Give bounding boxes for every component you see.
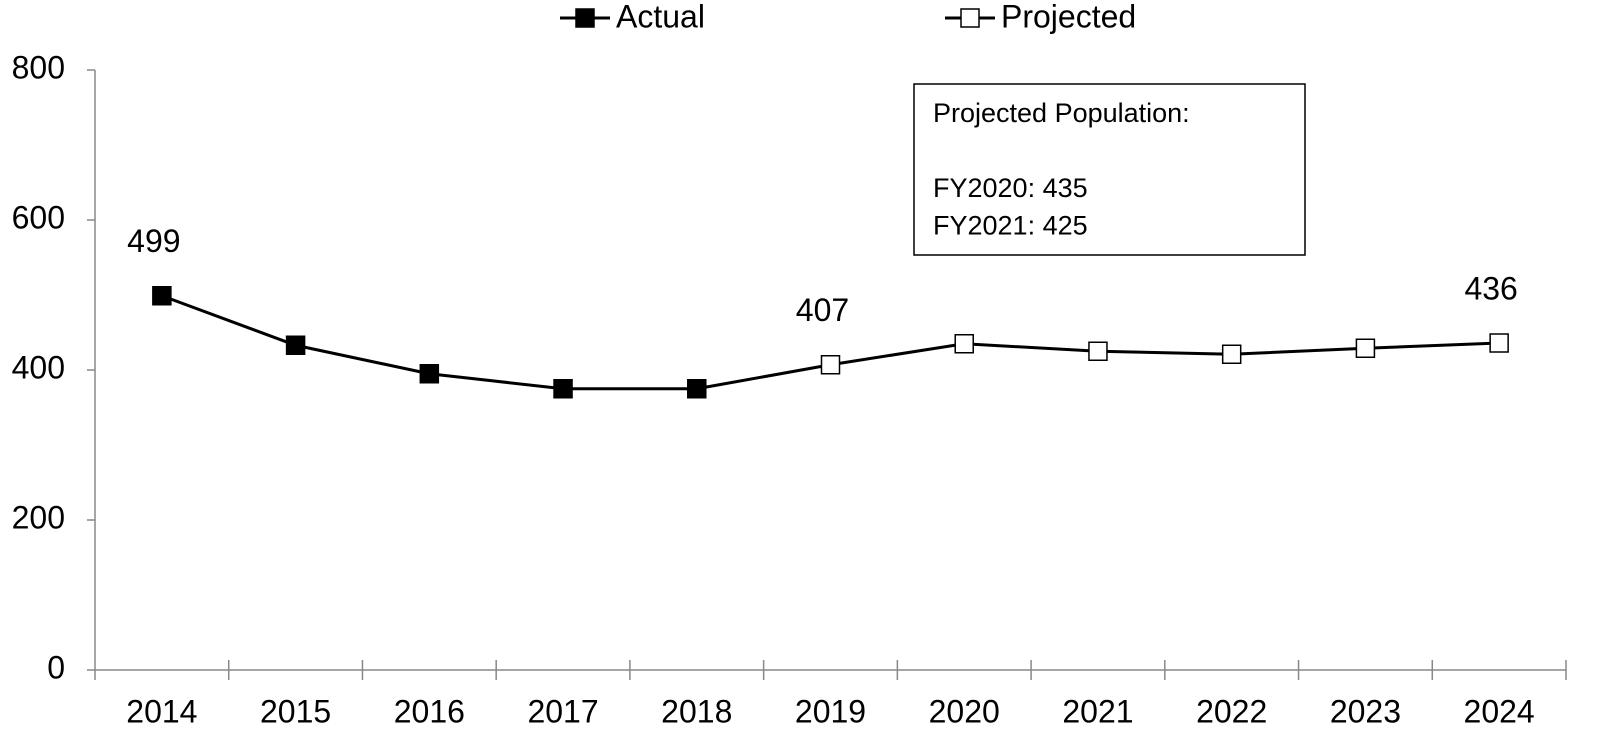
y-tick-label: 0: [47, 649, 65, 685]
x-tick-label: 2021: [1062, 693, 1133, 729]
x-tick-label: 2024: [1464, 693, 1535, 729]
marker: [285, 335, 306, 355]
legend-label: Projected: [1001, 0, 1136, 34]
legend-marker: [575, 8, 595, 28]
marker: [820, 355, 841, 375]
x-tick-label: 2020: [929, 693, 1000, 729]
x-tick-label: 2023: [1330, 693, 1401, 729]
y-tick-label: 600: [12, 199, 65, 235]
annotation-box: [913, 83, 1306, 256]
legend-label: Actual: [616, 0, 705, 34]
annotation-text: Projected Population:: [933, 98, 1190, 128]
series-connector: [696, 363, 831, 391]
annotation-text: FY2021: 425: [933, 211, 1088, 241]
marker: [954, 334, 974, 354]
x-tick-label: 2016: [394, 693, 465, 729]
marker: [152, 286, 172, 306]
marker: [1355, 338, 1376, 358]
data-label: 436: [1464, 270, 1517, 306]
marker: [1221, 344, 1242, 364]
marker: [1088, 341, 1108, 361]
x-tick-label: 2019: [795, 693, 866, 729]
y-tick-label: 400: [12, 349, 65, 385]
series-line: [830, 341, 1500, 367]
legend-marker: [960, 8, 980, 28]
marker: [419, 364, 440, 384]
data-label: 407: [796, 292, 849, 328]
data-label: 499: [127, 223, 180, 259]
x-tick-label: 2022: [1196, 693, 1267, 729]
y-tick-label: 800: [12, 49, 65, 85]
marker: [687, 379, 707, 399]
annotation-text: FY2020: 435: [933, 173, 1088, 203]
marker: [1489, 333, 1509, 353]
y-tick-label: 200: [12, 499, 65, 535]
x-tick-label: 2014: [126, 693, 197, 729]
x-tick-label: 2018: [661, 693, 732, 729]
x-tick-label: 2015: [260, 693, 331, 729]
marker: [553, 379, 573, 399]
x-tick-label: 2017: [527, 693, 598, 729]
